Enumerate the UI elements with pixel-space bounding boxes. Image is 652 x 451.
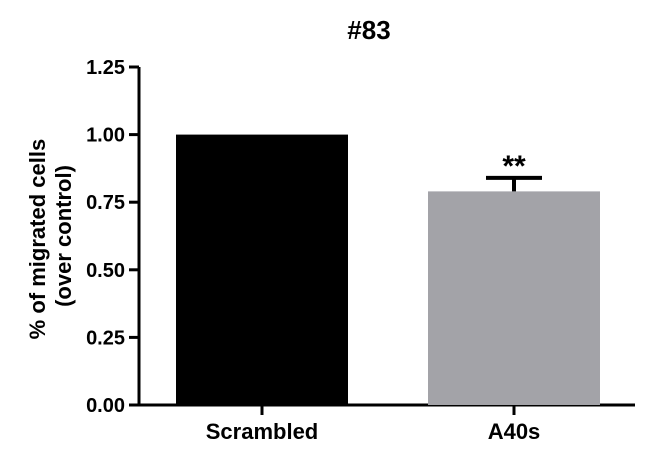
bar-a40s: [428, 191, 600, 405]
y-tick-label: 1.00: [86, 125, 125, 147]
x-tick-label: Scrambled: [206, 419, 319, 444]
x-axis: Scrambled A40s: [138, 403, 635, 444]
bars: **: [176, 134, 600, 405]
y-axis: 0.00 0.25 0.50 0.75 1.00 1.25: [86, 57, 141, 417]
y-tick-label: 0.00: [86, 395, 125, 417]
y-axis-label-line-2: (over control): [51, 165, 76, 307]
y-tick-label: 1.25: [86, 57, 125, 79]
significance-label: **: [502, 150, 526, 183]
y-tick-label: 0.25: [86, 327, 125, 349]
y-tick-label: 0.50: [86, 260, 125, 282]
y-axis-label: % of migrated cells (over control): [25, 133, 76, 340]
x-tick-label: A40s: [488, 419, 541, 444]
y-tick-label: 0.75: [86, 192, 125, 214]
bar-scrambled: [176, 134, 348, 405]
chart-title: #83: [347, 15, 390, 45]
y-axis-label-line-1: % of migrated cells: [25, 139, 50, 340]
